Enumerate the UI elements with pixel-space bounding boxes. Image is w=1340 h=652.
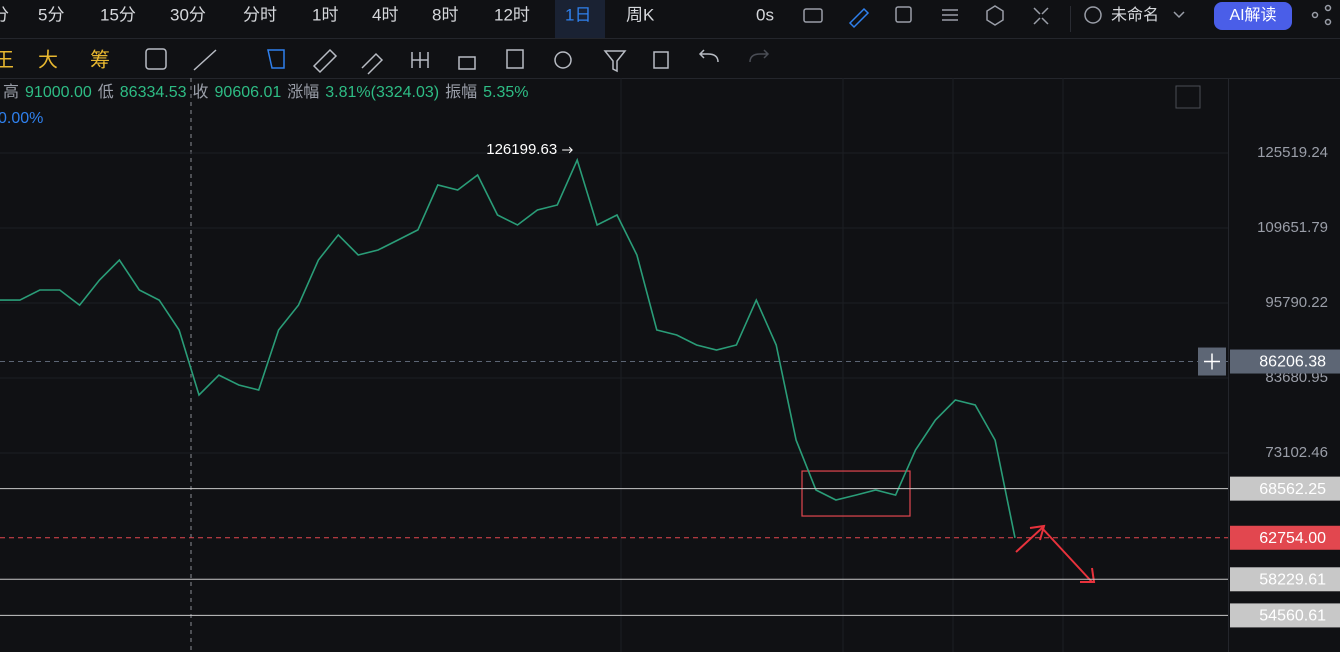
timer: 0s [756, 5, 774, 24]
drawing-tool[interactable]: 大 [38, 48, 58, 71]
camera-icon[interactable] [803, 8, 823, 23]
level-tag [1230, 476, 1340, 501]
filter-icon[interactable] [603, 50, 627, 73]
ohlc-info: 91000.00 [25, 84, 92, 101]
fullscreen-icon[interactable] [1033, 7, 1049, 25]
ai-button[interactable] [1214, 2, 1292, 30]
layout-name[interactable]: 未命名 [1111, 6, 1159, 24]
ohlc-info: 振幅 [445, 83, 477, 101]
interval-tab[interactable]: 1时 [312, 5, 338, 24]
interval-tab[interactable]: 4时 [372, 5, 398, 24]
range-box [801, 470, 911, 517]
eraser-icon[interactable] [361, 52, 384, 75]
y-tick-label: 109651.79 [1257, 219, 1328, 236]
vertical-grid [620, 78, 1064, 652]
note-icon[interactable] [895, 6, 912, 23]
y-tick-label: 95790.22 [1265, 294, 1328, 311]
list-icon[interactable] [942, 9, 958, 21]
ohlc-info: 3.81%(3324.03) [325, 84, 439, 101]
interval-tab[interactable]: 8时 [432, 5, 458, 24]
ohlc-info: 86334.53 [120, 84, 187, 101]
interval-tab[interactable]: 5分 [38, 5, 64, 24]
level-label: 68562.25 [1259, 481, 1326, 498]
interval-tab[interactable]: 15分 [100, 5, 136, 24]
interval-tab[interactable]: 12时 [494, 5, 530, 24]
level-tag [1230, 603, 1340, 628]
interval-tab[interactable]: 分 [0, 5, 9, 24]
level-label: 62754.00 [1259, 530, 1326, 547]
interval-tab[interactable]: 1日 [565, 5, 591, 24]
indicator-value: 0.00% [0, 110, 43, 127]
doc-icon[interactable] [506, 49, 524, 69]
pattern-icon[interactable] [411, 52, 429, 68]
expand-button[interactable] [1175, 85, 1201, 109]
level-label: 54560.61 [1259, 608, 1326, 625]
ohlc-info: 收 [193, 83, 209, 101]
level-tag [1230, 525, 1340, 550]
ruler-icon[interactable] [312, 48, 338, 74]
drawn-arrows [1015, 524, 1096, 583]
share-icon[interactable] [1324, 18, 1332, 26]
share-icon[interactable] [1311, 11, 1319, 19]
toolbar-icons [803, 4, 1332, 29]
arrow-path [1015, 526, 1093, 583]
interval-tab[interactable]: 30分 [170, 5, 206, 24]
pen-icon[interactable] [848, 7, 870, 29]
y-tick-label: 125519.24 [1257, 144, 1328, 161]
level-tag [1230, 567, 1340, 592]
trash-icon[interactable] [653, 51, 669, 69]
drawing-tool[interactable]: 王 [0, 49, 14, 71]
redo-icon[interactable] [749, 49, 770, 63]
drawing-tool[interactable]: 筹 [90, 48, 110, 71]
share-icon[interactable] [1324, 4, 1332, 12]
ohlc-info: 90606.01 [215, 84, 282, 101]
interval-tab[interactable]: 分时 [243, 5, 277, 24]
price-line [0, 157, 1016, 538]
magnet-icon[interactable] [554, 51, 572, 69]
settings-icon[interactable] [986, 5, 1004, 26]
peak-arrow [562, 146, 573, 154]
peak-label: 126199.63 [486, 141, 557, 158]
level-label: 86206.38 [1259, 354, 1326, 371]
undo-icon[interactable] [698, 49, 719, 63]
tool-icon[interactable] [267, 49, 285, 69]
ohlc-info: 高 [3, 83, 19, 101]
price-axis: 125519.24109651.7995790.2283680.9573102.… [1198, 144, 1340, 628]
interval-tab[interactable]: 周K [626, 5, 655, 24]
add-icon [1204, 353, 1220, 370]
ohlc-info: 低 [98, 83, 114, 101]
drawing-icons [145, 48, 770, 75]
lock-icon[interactable] [458, 56, 476, 70]
cloud-icon[interactable] [1084, 6, 1102, 24]
level-label: 58229.61 [1259, 572, 1326, 589]
arrow-head [1080, 567, 1096, 583]
ohlc-info: 5.35% [483, 84, 528, 101]
dropdown-icon[interactable] [1173, 11, 1185, 19]
arrow-head [1029, 524, 1046, 541]
tool-icon[interactable] [193, 49, 217, 71]
y-tick-label: 73102.46 [1265, 444, 1328, 461]
tool-icon[interactable] [145, 48, 167, 70]
active-interval-bg [555, 0, 605, 38]
level-tag [1230, 349, 1340, 374]
ohlc-info: 涨幅 [287, 83, 319, 101]
ai-button-label[interactable]: AI解读 [1229, 6, 1276, 24]
plot: 126199.63 [0, 141, 1228, 616]
